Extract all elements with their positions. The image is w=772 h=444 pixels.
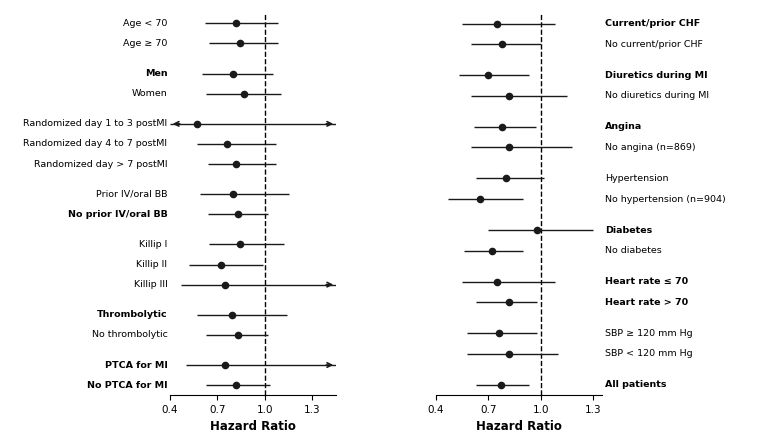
X-axis label: Hazard Ratio: Hazard Ratio <box>476 420 562 433</box>
Text: No angina (n=869): No angina (n=869) <box>604 143 696 152</box>
Text: All patients: All patients <box>604 381 666 389</box>
Text: Age ≥ 70: Age ≥ 70 <box>123 39 168 48</box>
Text: Killip III: Killip III <box>134 280 168 289</box>
Text: Randomized day 4 to 7 postMI: Randomized day 4 to 7 postMI <box>23 139 168 148</box>
Text: Thrombolytic: Thrombolytic <box>96 310 168 319</box>
Text: Randomized day > 7 postMI: Randomized day > 7 postMI <box>34 159 168 169</box>
Text: Killip I: Killip I <box>139 240 168 249</box>
Text: Heart rate > 70: Heart rate > 70 <box>604 298 688 307</box>
Text: No diabetes: No diabetes <box>604 246 662 255</box>
Text: Age < 70: Age < 70 <box>123 19 168 28</box>
Text: No diuretics during MI: No diuretics during MI <box>604 91 709 100</box>
Text: No prior IV/oral BB: No prior IV/oral BB <box>68 210 168 219</box>
Text: Men: Men <box>145 69 168 78</box>
Text: No thrombolytic: No thrombolytic <box>92 330 168 339</box>
Text: No current/prior CHF: No current/prior CHF <box>604 40 703 49</box>
Text: Heart rate ≤ 70: Heart rate ≤ 70 <box>604 277 688 286</box>
Text: Killip II: Killip II <box>137 260 168 269</box>
Text: Prior IV/oral BB: Prior IV/oral BB <box>96 190 168 199</box>
Text: Diabetes: Diabetes <box>604 226 652 234</box>
Text: Current/prior CHF: Current/prior CHF <box>604 19 700 28</box>
Text: No hypertension (n=904): No hypertension (n=904) <box>604 194 726 204</box>
Text: Angina: Angina <box>604 123 642 131</box>
Text: No PTCA for MI: No PTCA for MI <box>86 381 168 390</box>
Text: SBP < 120 mm Hg: SBP < 120 mm Hg <box>604 349 692 358</box>
Text: SBP ≥ 120 mm Hg: SBP ≥ 120 mm Hg <box>604 329 692 338</box>
X-axis label: Hazard Ratio: Hazard Ratio <box>210 420 296 433</box>
Text: Diuretics during MI: Diuretics during MI <box>604 71 707 80</box>
Text: Women: Women <box>132 89 168 98</box>
Text: Hypertension: Hypertension <box>604 174 669 183</box>
Text: PTCA for MI: PTCA for MI <box>104 361 168 369</box>
Text: Randomized day 1 to 3 postMI: Randomized day 1 to 3 postMI <box>23 119 168 128</box>
